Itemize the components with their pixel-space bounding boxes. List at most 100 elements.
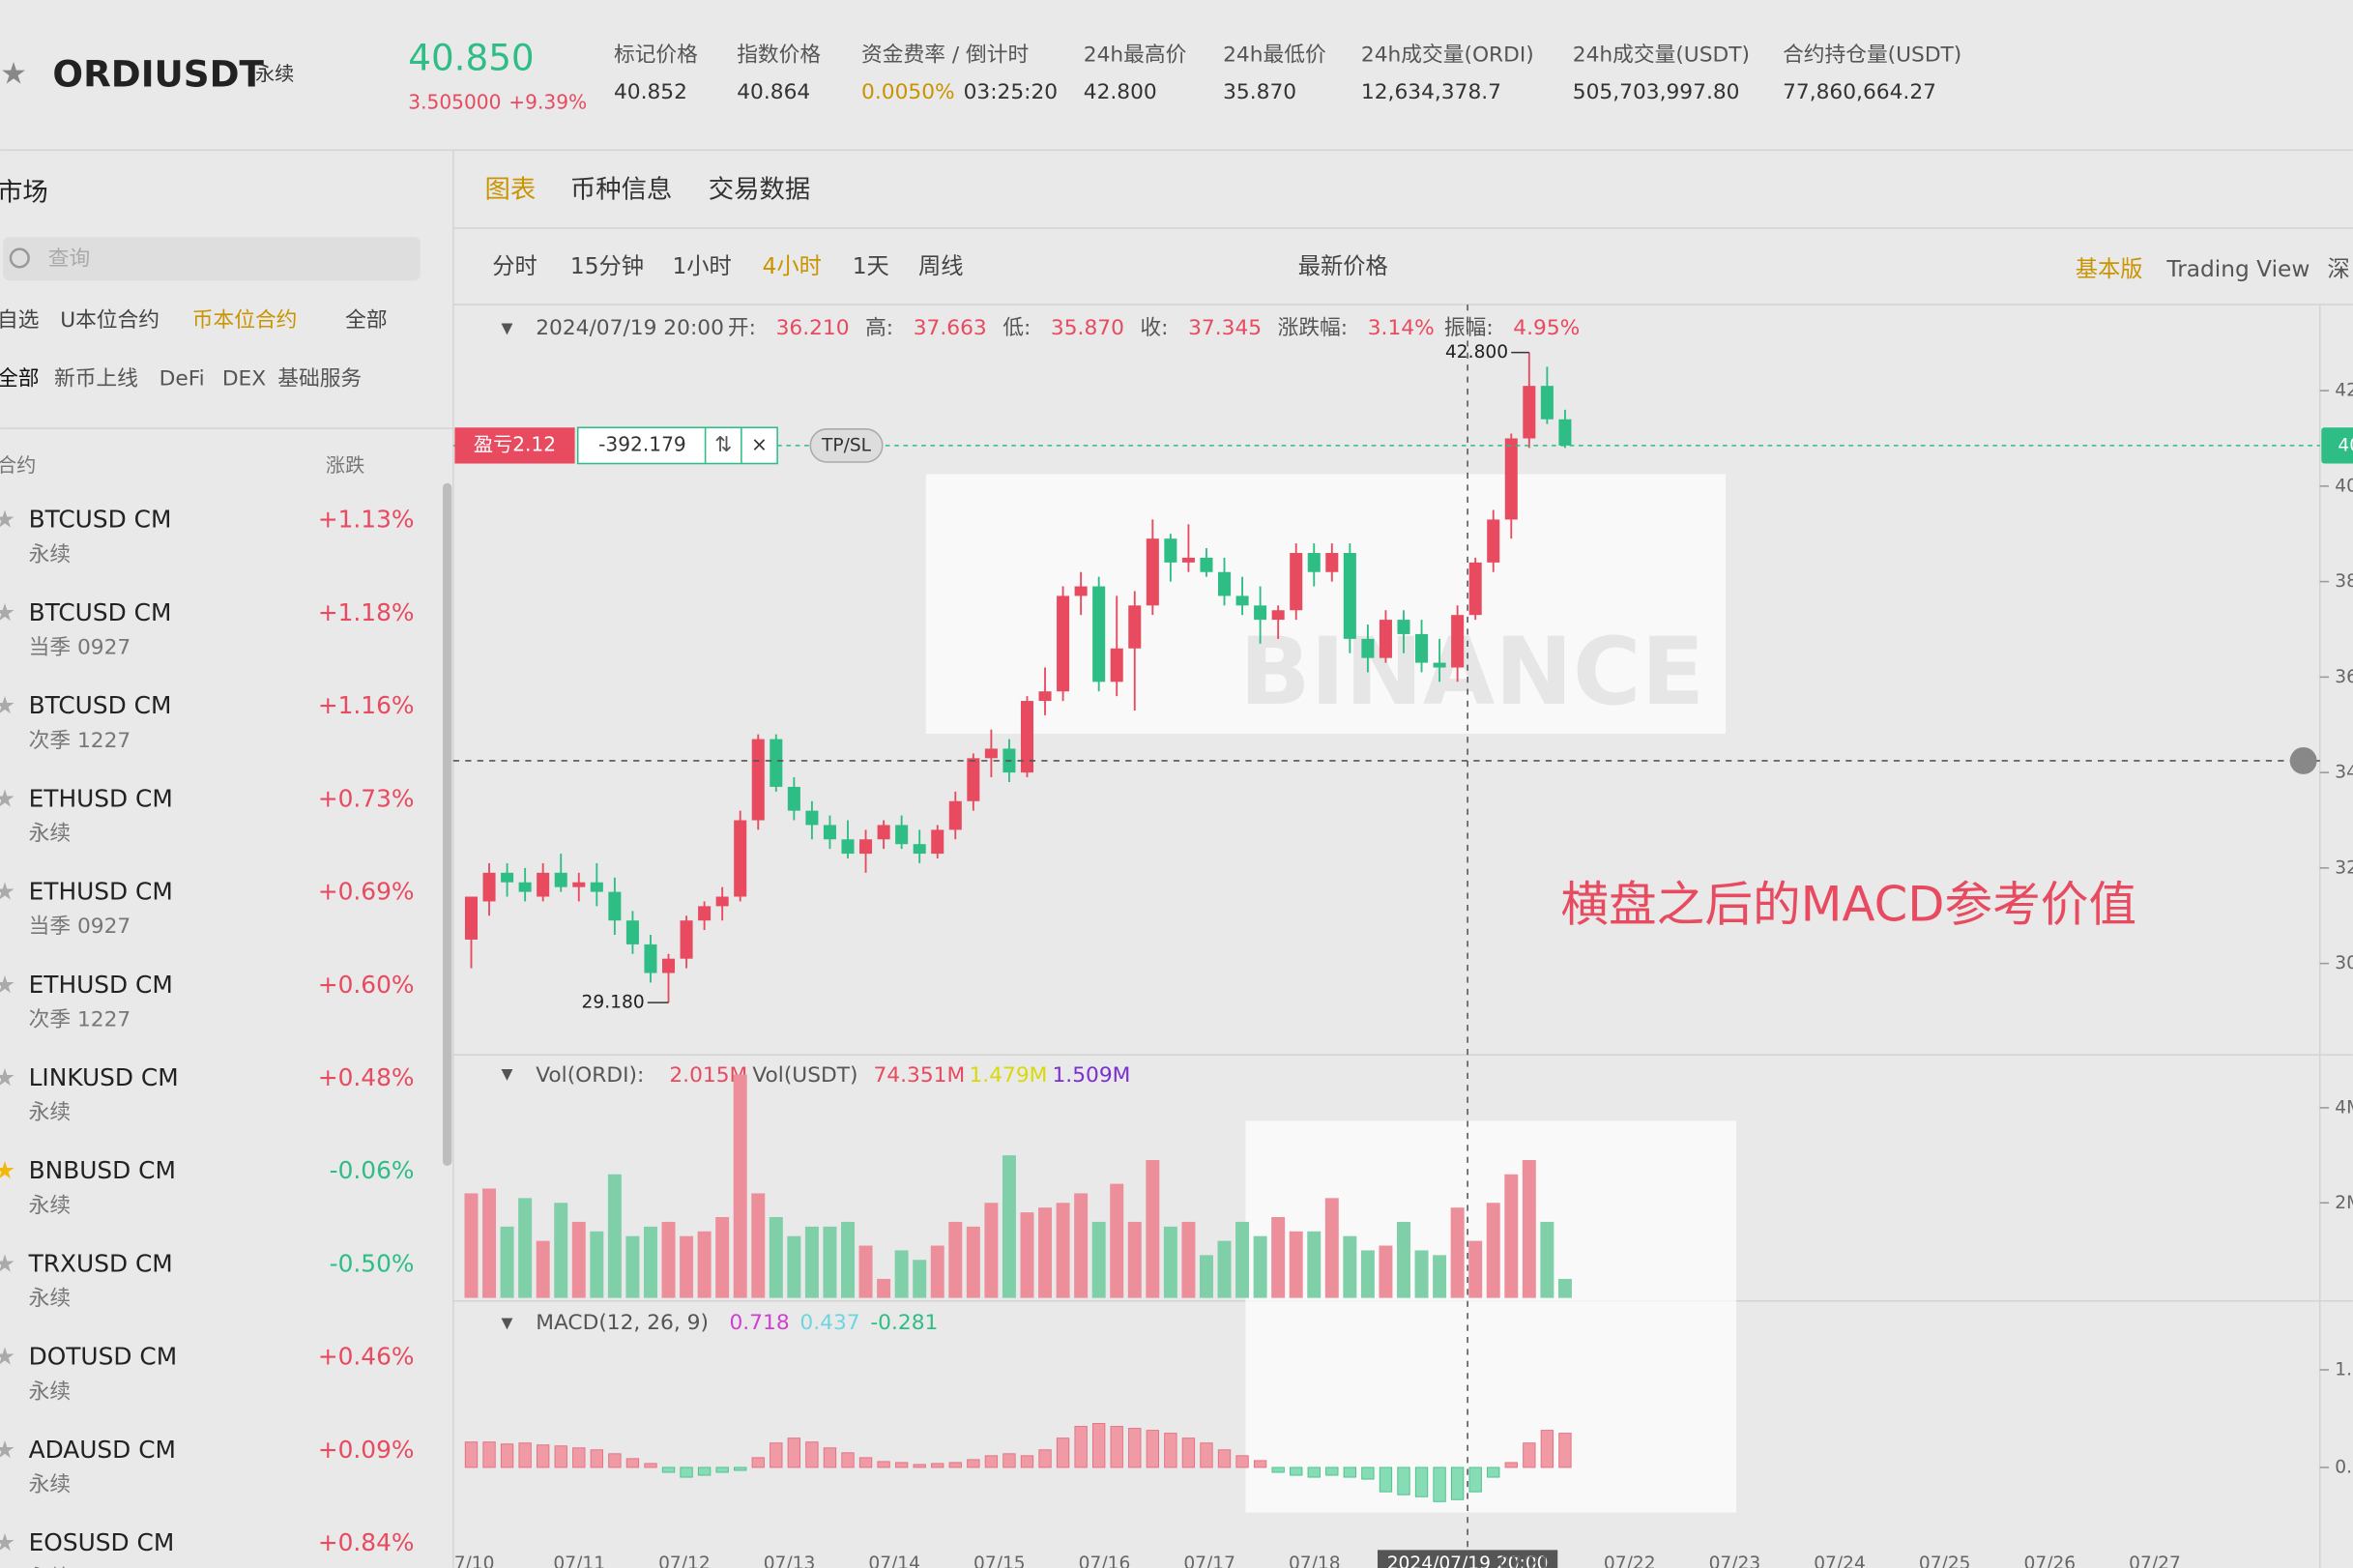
market-name[interactable]: TRXUSD CM xyxy=(28,1249,173,1277)
market-subfilter[interactable]: 全部 xyxy=(0,367,39,392)
market-change: +0.69% xyxy=(318,878,415,906)
candle-body xyxy=(1164,538,1177,563)
market-name[interactable]: DOTUSD CM xyxy=(29,1343,178,1371)
favorite-star[interactable]: ★ xyxy=(0,691,15,719)
market-filter[interactable]: 全部 xyxy=(345,308,387,333)
favorite-star[interactable]: ★ xyxy=(0,1063,15,1091)
tpsl-text[interactable]: TP/SL xyxy=(821,435,872,455)
volume-bar xyxy=(1217,1240,1232,1298)
macd-bar xyxy=(1433,1466,1446,1502)
market-name[interactable]: BTCUSD CM xyxy=(29,691,172,719)
favorite-star[interactable]: ★ xyxy=(0,598,15,626)
market-sub: 永续 xyxy=(29,1566,71,1568)
stat-value: 0.0050% xyxy=(861,80,955,104)
scrollbar[interactable] xyxy=(442,482,452,1167)
candle-body xyxy=(572,882,586,887)
chart-mode[interactable]: 基本版 xyxy=(2076,256,2143,282)
market-name[interactable]: BNBUSD CM xyxy=(29,1156,176,1184)
macd-bar xyxy=(482,1441,496,1468)
market-name[interactable]: BTCUSD CM xyxy=(29,506,172,534)
volume-bar xyxy=(1397,1221,1410,1298)
y-tick-label: 36 xyxy=(2335,667,2353,687)
close-button[interactable]: × xyxy=(751,432,768,455)
market-filter[interactable]: 币本位合约 xyxy=(192,308,298,333)
x-tick-label: 07/27 xyxy=(2129,1553,2181,1568)
chart-mode[interactable]: Trading View xyxy=(2165,256,2309,282)
tab[interactable]: 币种信息 xyxy=(570,176,673,205)
market-subfilter[interactable]: 基础服务 xyxy=(277,367,362,392)
candle-body xyxy=(537,872,550,897)
favorite-star[interactable]: ★ xyxy=(0,784,15,812)
volume-bar xyxy=(571,1221,586,1298)
favorite-star[interactable]: ★ xyxy=(0,1156,15,1184)
interval[interactable]: 15分钟 xyxy=(570,253,644,279)
candle-body xyxy=(1235,595,1249,606)
interval[interactable]: 1小时 xyxy=(672,253,731,279)
candle-body xyxy=(1128,605,1142,649)
volume-bar xyxy=(1074,1193,1089,1298)
crosshair-add[interactable] xyxy=(2289,746,2317,774)
market-sub: 次季 1227 xyxy=(29,729,131,753)
market-name[interactable]: ETHUSD CM xyxy=(29,878,173,906)
macd-bar xyxy=(518,1442,532,1468)
macd-bar xyxy=(661,1466,676,1473)
star-icon[interactable]: ★ xyxy=(0,57,27,92)
market-change: +0.73% xyxy=(318,784,415,812)
market-subfilter[interactable]: 新币上线 xyxy=(54,367,138,392)
tab[interactable]: 图表 xyxy=(484,176,536,205)
favorite-star[interactable]: ★ xyxy=(0,878,15,906)
market-name[interactable]: LINKUSD CM xyxy=(29,1063,179,1091)
macd-bar xyxy=(1092,1423,1106,1468)
volume-bar xyxy=(1091,1221,1106,1298)
interval[interactable]: 周线 xyxy=(918,253,964,279)
candle-body xyxy=(1020,701,1034,773)
candle-body xyxy=(1540,386,1554,420)
market-name[interactable]: BTCUSD CM xyxy=(29,598,172,626)
market-name[interactable]: ETHUSD CM xyxy=(29,784,173,812)
interval[interactable]: 分时 xyxy=(492,253,537,279)
x-tick-label: 07/26 xyxy=(2024,1553,2077,1568)
volume-bar xyxy=(1163,1226,1177,1298)
market-change: +1.18% xyxy=(318,598,415,626)
stat-value: 77,860,664.27 xyxy=(1783,80,1936,104)
y-tick-label: 4M xyxy=(2335,1097,2353,1118)
market-name[interactable]: ETHUSD CM xyxy=(29,971,173,999)
macd-bar xyxy=(1450,1466,1465,1500)
macd-bar xyxy=(537,1444,550,1468)
interval[interactable]: 4小时 xyxy=(763,253,822,279)
macd-bar xyxy=(1235,1455,1249,1468)
tpsl-pill[interactable] xyxy=(809,428,884,463)
candle-body xyxy=(625,920,639,944)
macd-bar xyxy=(1325,1466,1339,1476)
favorite-star[interactable]: ★ xyxy=(0,1343,15,1371)
volume-bar xyxy=(894,1250,909,1298)
favorite-star[interactable]: ★ xyxy=(0,971,15,999)
info-label: 收: xyxy=(1140,316,1168,340)
price-type[interactable]: 最新价格 xyxy=(1298,253,1388,279)
favorite-star[interactable]: ★ xyxy=(0,506,15,534)
macd-bar xyxy=(590,1449,603,1468)
market-subfilter[interactable]: DeFi xyxy=(160,367,205,392)
search-box[interactable] xyxy=(3,237,421,281)
market-name[interactable]: EOSUSD CM xyxy=(29,1528,175,1556)
favorite-star[interactable]: ★ xyxy=(0,1528,15,1556)
chart-mode[interactable]: 深 xyxy=(2328,256,2350,282)
volume-bar xyxy=(1289,1231,1303,1298)
market-name[interactable]: ADAUSD CM xyxy=(29,1436,176,1464)
interval[interactable]: 1天 xyxy=(853,253,889,279)
tab[interactable]: 交易数据 xyxy=(709,176,811,205)
info-label: 振幅: xyxy=(1444,316,1494,340)
market-filter[interactable]: U本位合约 xyxy=(60,308,160,333)
macd-bar xyxy=(931,1463,944,1468)
market-subfilter[interactable]: DEX xyxy=(222,367,266,392)
favorite-star[interactable]: ★ xyxy=(0,1249,15,1277)
y-tick-label: 38 xyxy=(2335,571,2353,592)
low-label: 29.180 xyxy=(582,993,645,1013)
info-value: 4.95% xyxy=(1513,316,1580,340)
candle-body xyxy=(805,810,819,826)
reverse-button[interactable]: ⇅ xyxy=(714,433,732,457)
market-filter[interactable]: 自选 xyxy=(0,308,39,333)
favorite-star[interactable]: ★ xyxy=(0,1436,15,1464)
macd-bar xyxy=(1056,1437,1070,1468)
